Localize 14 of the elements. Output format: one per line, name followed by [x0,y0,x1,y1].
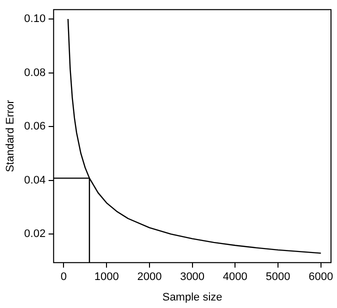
y-tick-label: 0.08 [24,66,46,79]
x-tick-label: 0 [60,271,67,284]
y-tick-label: 0.04 [24,174,46,186]
y-axis-title: Standard Error [4,100,17,172]
x-tick-label: 6000 [308,271,334,284]
y-tick-label: 0.10 [24,13,46,26]
x-tick-label: 4000 [222,271,248,284]
y-tick-label: 0.06 [24,120,46,133]
x-tick-label: 5000 [266,271,290,284]
x-tick-label: 2000 [137,271,162,284]
x-tick-label: 1000 [94,271,119,284]
x-tick-label: 3000 [180,271,205,284]
x-axis-title: Sample size [162,291,222,304]
y-tick-label: 0.02 [24,228,46,240]
